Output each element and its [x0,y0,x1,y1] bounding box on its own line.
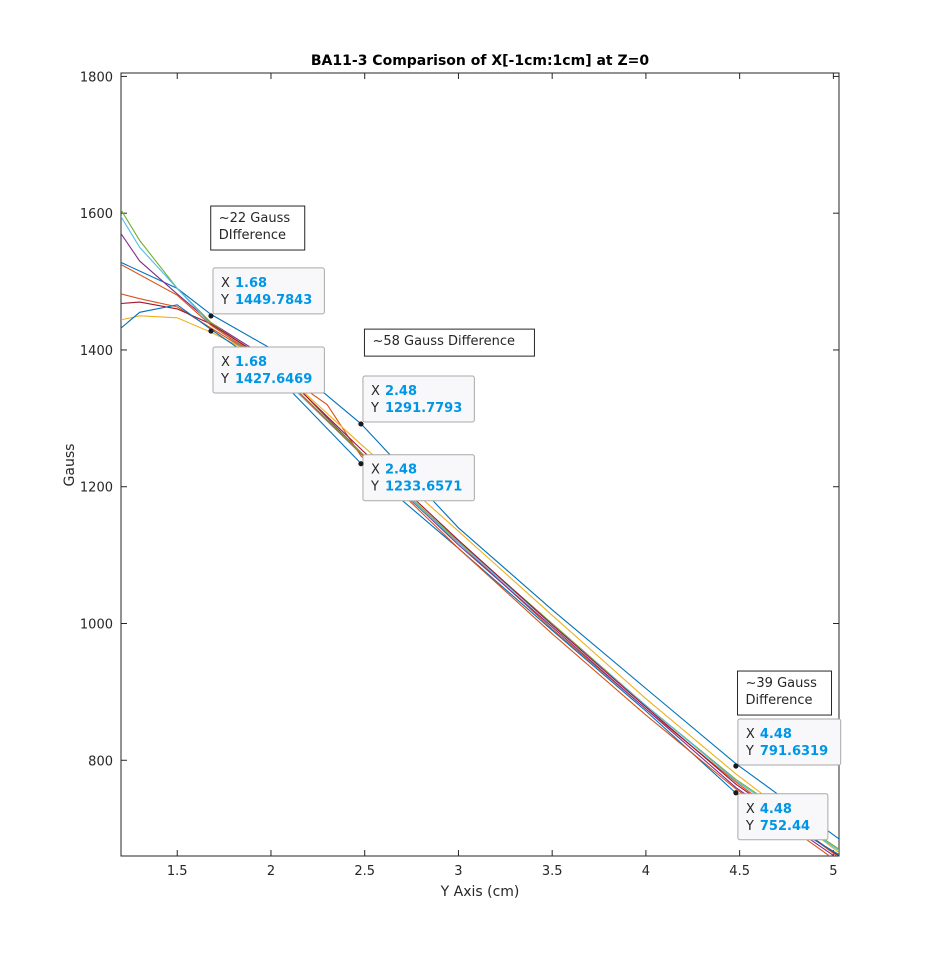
datatip-y-value: 1449.7843 [235,293,312,308]
datatip-x-label: X [746,727,755,742]
datatip-y-label: Y [370,480,379,495]
datatip: X 4.48 Y 791.6319 [733,718,842,769]
datatip-box [737,793,829,841]
x-axis: 1.5 2 2.5 3 3.5 4 4.5 5 [167,73,838,879]
datatip-y-value: 1291.7793 [385,401,462,416]
annotation-box: ~58 Gauss Difference [363,328,535,357]
datatip-marker [358,421,364,427]
y-tick-label: 1000 [80,617,113,632]
datatip-x-label: X [746,802,755,817]
datatip-x-label: X [221,276,230,291]
datatip-x-value: 2.48 [385,463,417,478]
annotation-text: DIfference [219,228,286,243]
y-axis-label: Gauss [62,444,78,487]
y-tick-label: 1600 [80,207,113,222]
chart-title: BA11-3 Comparison of X[-1cm:1cm] at Z=0 [311,53,649,69]
annotation-text: ~39 Gauss [746,676,818,691]
datatip-box [362,454,475,502]
series-line-7 [121,301,839,856]
annotation-frame [210,205,306,251]
datatip-y-label: Y [370,401,379,416]
datatip-x-label: X [371,384,380,399]
datatip-box [212,346,325,394]
x-tick-label: 5 [829,864,837,879]
datatip-y-label: Y [745,819,754,834]
y-tick-label: 800 [88,754,113,769]
datatip-marker [358,461,364,467]
y-axis: 800 1000 1200 1400 1600 1800 [80,70,839,769]
annotation-text: ~58 Gauss Difference [372,334,515,349]
datatip-x-value: 4.48 [760,802,792,817]
datatip-x-label: X [371,463,380,478]
datatip-y-value: 791.6319 [760,744,828,759]
datatip-marker [733,763,739,769]
datatip-marker [208,313,214,319]
annotation-layer: ~22 Gauss DIfference ~58 Gauss Difference ~… [210,205,833,716]
annotation-box: ~39 Gauss Difference [737,670,833,716]
datatip-box [212,267,325,315]
datatip-marker [208,328,214,334]
annotation-text: ~22 Gauss [219,211,291,226]
x-tick-label: 3 [454,864,462,879]
datatip-x-label: X [221,355,230,370]
datatip-x-value: 1.68 [235,355,267,370]
datatip-box [362,375,475,423]
datatip: X 2.48 Y 1233.6571 [358,454,475,502]
annotation-frame [737,670,833,716]
datatip-y-label: Y [220,372,229,387]
x-tick-label: 4.5 [729,864,750,879]
y-tick-label: 1200 [80,481,113,496]
datatip-x-value: 4.48 [760,727,792,742]
datatip-y-value: 1233.6571 [385,480,462,495]
annotation-frame [363,328,535,357]
datatip-y-value: 752.44 [760,819,810,834]
datatip: X 1.68 Y 1427.6469 [208,328,325,394]
datatip-x-value: 2.48 [385,384,417,399]
x-axis-label: Y Axis (cm) [440,884,520,900]
datatip-layer: X 1.68 Y 1449.7843 X 1.68 Y 1427.6469 X 2.48 Y 1291… [208,267,842,841]
x-tick-label: 2 [267,864,275,879]
x-tick-label: 4 [642,864,650,879]
y-tick-label: 1800 [80,70,113,85]
datatip-y-label: Y [745,744,754,759]
datatip-marker [733,790,739,796]
x-tick-label: 2.5 [354,864,375,879]
annotation-box: ~22 Gauss DIfference [210,205,306,251]
datatip: X 2.48 Y 1291.7793 [358,375,475,427]
x-tick-label: 1.5 [167,864,188,879]
series-line-3 [121,315,839,854]
datatip-x-value: 1.68 [235,276,267,291]
x-tick-label: 3.5 [542,864,563,879]
datatip: X 1.68 Y 1449.7843 [208,267,325,319]
y-tick-label: 1400 [80,344,113,359]
datatip: X 4.48 Y 752.44 [733,790,829,841]
datatip-box [737,718,842,766]
datatip-y-label: Y [220,293,229,308]
annotation-text: Difference [746,693,813,708]
datatip-y-value: 1427.6469 [235,372,312,387]
plot-area [120,72,840,857]
